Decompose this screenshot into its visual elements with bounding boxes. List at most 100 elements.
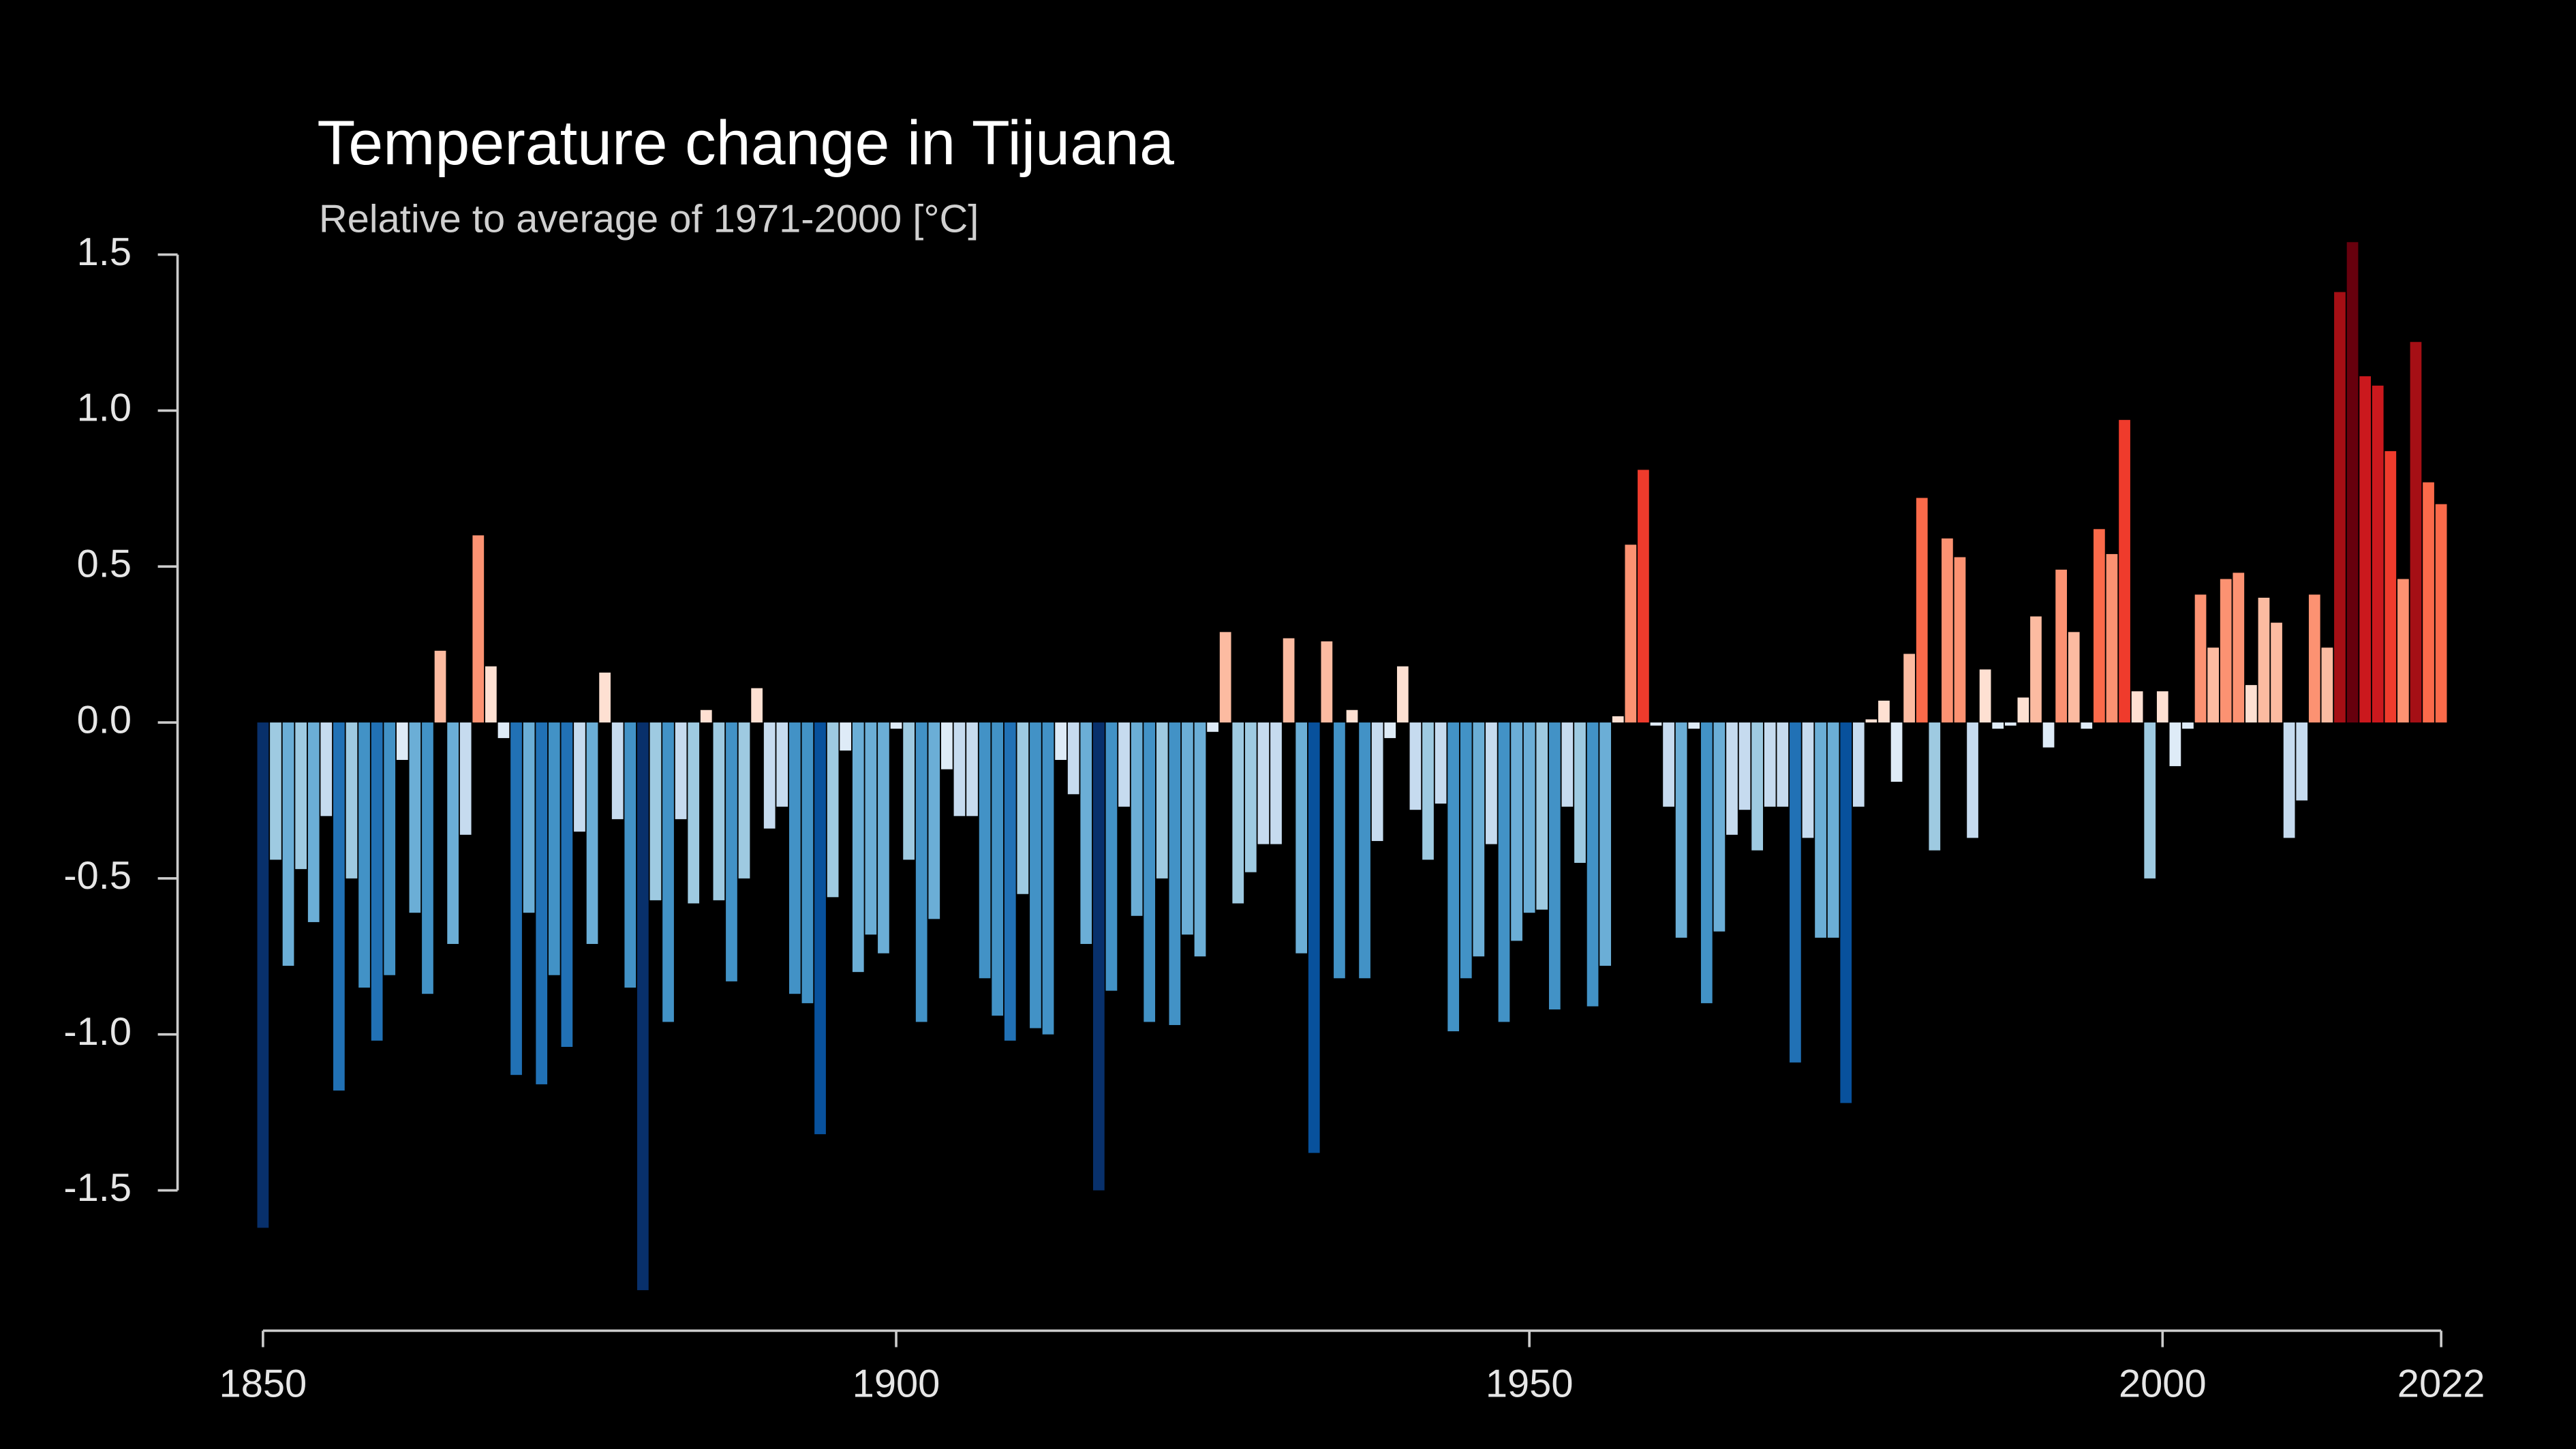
bar — [1308, 722, 1320, 1153]
bar — [1359, 722, 1370, 979]
x-tick-label: 2022 — [2397, 1362, 2485, 1406]
bar — [624, 722, 637, 988]
bar — [2119, 420, 2130, 723]
bar — [320, 722, 333, 817]
bar — [1700, 722, 1713, 1003]
bar — [1574, 722, 1586, 863]
bar — [1486, 722, 1497, 844]
x-tick-label: 1900 — [853, 1362, 940, 1406]
bar — [1080, 722, 1092, 944]
bar — [763, 722, 776, 829]
bar — [270, 722, 281, 860]
bar — [979, 722, 991, 979]
bar — [2106, 553, 2118, 723]
bar — [1092, 722, 1105, 1191]
bar — [1713, 722, 1726, 932]
bar — [1650, 722, 1662, 726]
bar — [713, 722, 725, 900]
bar — [637, 722, 649, 1290]
bar — [2423, 482, 2434, 723]
bar — [1435, 722, 1447, 804]
bar — [940, 722, 953, 769]
bar — [1257, 722, 1270, 844]
bar — [307, 722, 320, 922]
bar — [878, 722, 889, 954]
bar — [1663, 722, 1674, 807]
bar — [2283, 722, 2295, 838]
bar — [2055, 569, 2068, 723]
bar — [599, 672, 611, 723]
y-tick-label: 1.5 — [77, 230, 132, 274]
bar — [903, 722, 915, 860]
bar — [726, 722, 737, 981]
bar — [1295, 722, 1308, 954]
bar — [1207, 722, 1218, 732]
bar — [2271, 622, 2282, 723]
bar — [548, 722, 560, 975]
bar — [1131, 722, 1143, 916]
bar — [1473, 722, 1485, 957]
bar — [789, 722, 801, 994]
bar — [1764, 722, 1776, 807]
bar — [1726, 722, 1738, 835]
bar — [434, 650, 446, 723]
bar — [1903, 654, 1916, 723]
bar — [2233, 573, 2245, 723]
bar — [890, 722, 902, 729]
bar — [738, 722, 750, 879]
bar — [1422, 722, 1434, 860]
bar — [1447, 722, 1460, 1032]
bar — [1815, 722, 1826, 938]
bar — [1954, 557, 1966, 723]
bar — [282, 722, 294, 966]
bar — [2359, 376, 2371, 723]
bar — [1409, 722, 1422, 810]
bar — [1182, 722, 1193, 935]
y-tick-label: -1.5 — [63, 1166, 132, 1210]
x-tick-label: 2000 — [2119, 1362, 2207, 1406]
bar — [1599, 722, 1612, 966]
bar — [1105, 722, 1118, 991]
bar — [2334, 292, 2346, 723]
bar — [2169, 722, 2181, 767]
bar — [510, 722, 522, 1076]
bar — [1144, 722, 1156, 1022]
bar — [2346, 242, 2359, 723]
bar — [1219, 632, 1231, 723]
bar — [447, 722, 459, 944]
bar — [1548, 722, 1561, 1010]
bar — [2042, 722, 2055, 748]
bar — [1865, 719, 1877, 723]
bar — [1511, 722, 1522, 941]
bar — [1042, 722, 1054, 1035]
bar — [1942, 538, 1953, 723]
bar — [1384, 722, 1396, 738]
bar — [1878, 701, 1890, 723]
bar — [257, 722, 269, 1228]
bar — [1321, 641, 1333, 723]
bar — [1118, 722, 1130, 807]
bar — [1536, 722, 1548, 910]
bar — [396, 722, 408, 760]
y-tick-label: 1.0 — [77, 386, 132, 430]
bar — [827, 722, 839, 898]
bar — [472, 535, 485, 723]
bar — [586, 722, 598, 944]
y-tick-label: 0.0 — [77, 698, 132, 742]
bar — [776, 722, 788, 807]
bar — [675, 722, 687, 819]
bar — [333, 722, 345, 1091]
bar — [561, 722, 573, 1047]
bar — [574, 722, 585, 832]
bar — [497, 722, 510, 738]
bar — [358, 722, 370, 988]
bar — [1334, 722, 1345, 979]
x-tick-label: 1950 — [1486, 1362, 1574, 1406]
bar — [700, 710, 712, 723]
bar — [2081, 722, 2093, 729]
bar — [422, 722, 433, 994]
bar — [1890, 722, 1903, 782]
bar — [2308, 594, 2320, 723]
chart-subtitle: Relative to average of 1971-2000 [°C] — [319, 198, 979, 241]
bar — [2182, 722, 2194, 729]
